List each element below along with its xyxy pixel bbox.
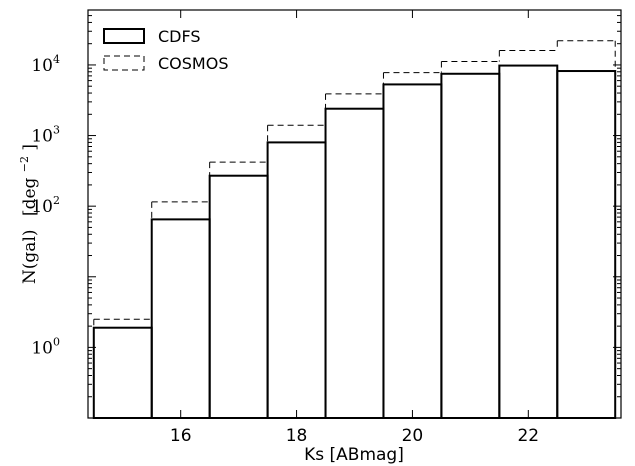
y-tick-label: 103 [31,124,60,147]
cosmos-steps [93,40,616,328]
cdfs-bar [556,70,617,419]
x-tick-label: 16 [170,426,192,446]
cdfs-bar [440,72,501,420]
cdfs-bar [150,218,211,419]
y-tick-label: 102 [31,194,60,217]
legend-swatch-cosmos [103,55,145,71]
cdfs-bar [92,326,153,419]
y-tick-label-base: 10 [31,56,53,76]
cdfs-bar [382,83,443,419]
y-axis-label-unit: [deg [20,177,40,216]
y-tick-label-exp: 4 [53,53,60,66]
y-tick-label-exp: 0 [53,335,60,348]
y-tick-label-base: 10 [31,127,53,147]
x-axis-label: Ks [ABmag] [304,445,404,465]
x-tick-label: 20 [402,426,424,446]
y-tick-label-exp: 3 [53,124,60,137]
y-axis-label-main: N(gal) [20,229,40,284]
legend-label-cdfs: CDFS [158,27,201,46]
y-tick-label-base: 10 [31,338,53,358]
x-ticks: 16 18 20 22 [170,10,539,446]
y-tick-label: 104 [31,53,60,76]
y-tick-label-exp: 2 [53,194,60,207]
cdfs-bar [208,174,269,419]
x-tick-label: 22 [517,426,539,446]
y-axis-label-close: ] [20,144,40,151]
cdfs-bar [266,141,327,419]
y-tick-label: 100 [31,335,60,358]
x-tick-label: 18 [286,426,308,446]
cdfs-bars [92,64,617,420]
legend-swatch-cdfs [103,28,145,44]
plot-frame [87,9,622,419]
y-axis-label: N(gal) [deg −2 ] [13,144,40,284]
y-axis-label-exp: −2 [18,156,31,172]
cdfs-bar [498,64,559,419]
cdfs-bar [324,107,385,420]
legend-label-cosmos: COSMOS [158,54,228,73]
y-tick-label-base: 10 [31,197,53,217]
legend: CDFS COSMOS [103,27,228,73]
